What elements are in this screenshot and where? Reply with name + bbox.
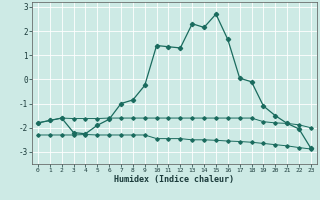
X-axis label: Humidex (Indice chaleur): Humidex (Indice chaleur) bbox=[115, 175, 234, 184]
